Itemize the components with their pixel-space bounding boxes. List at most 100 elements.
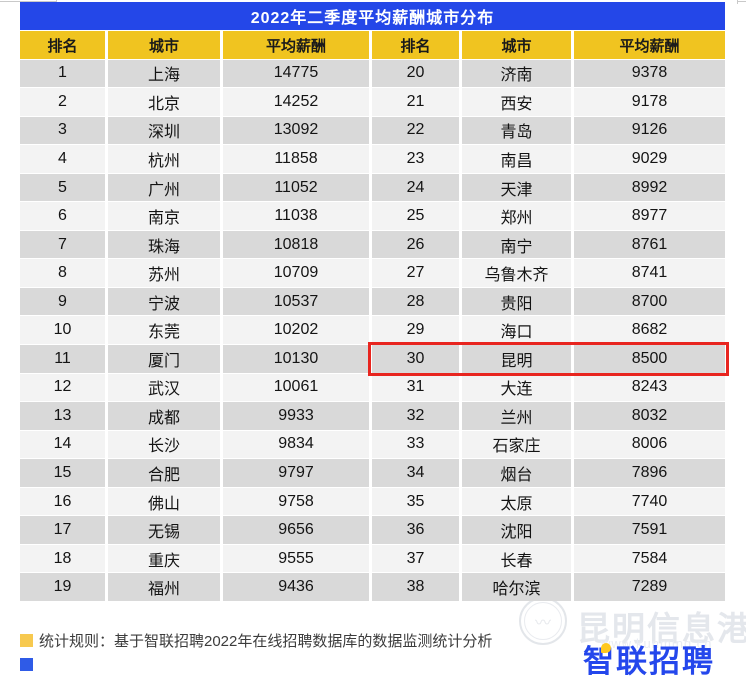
left-row-salary-cell: 13092 xyxy=(223,116,369,145)
left-row-city-cell: 上海 xyxy=(108,59,220,88)
left-row-rank-cell: 9 xyxy=(20,287,105,316)
column-header-rank-left: 排名 xyxy=(20,31,105,59)
left-row-city-cell: 武汉 xyxy=(108,373,220,402)
column-header-salary-left: 平均薪酬 xyxy=(223,31,369,59)
left-row-rank-cell: 12 xyxy=(20,373,105,402)
left-row-rank-cell: 16 xyxy=(20,487,105,516)
right-row-salary-cell: 8243 xyxy=(574,373,725,402)
left-row-salary-cell: 10202 xyxy=(223,316,369,345)
right-row-salary-cell: 9378 xyxy=(574,59,725,88)
right-row-city-cell: 南昌 xyxy=(462,145,571,173)
right-row-rank-cell: 26 xyxy=(372,230,459,259)
right-row-rank-cell: 22 xyxy=(372,116,459,145)
footnote: 统计规则：基于智联招聘2022年在线招聘数据库的数据监测统计分析 xyxy=(20,630,492,651)
right-row-rank-cell: 20 xyxy=(372,59,459,88)
left-row-city-cell: 福州 xyxy=(108,573,220,601)
right-row-rank-cell: 30 xyxy=(372,345,459,373)
column-header-city-left: 城市 xyxy=(108,31,220,59)
right-row-rank-cell: 36 xyxy=(372,516,459,544)
left-row-salary-cell: 14775 xyxy=(223,59,369,88)
right-row-city-cell: 乌鲁木齐 xyxy=(462,259,571,287)
column-header-rank-right: 排名 xyxy=(372,31,459,59)
table-grid: 排名 城市 平均薪酬 排名 城市 平均薪酬 1 上海 14775 20 济南 9378 2 北… xyxy=(20,31,725,601)
right-row-city-cell: 南宁 xyxy=(462,230,571,259)
right-row-city-cell: 烟台 xyxy=(462,459,571,487)
right-row-rank-cell: 29 xyxy=(372,316,459,345)
left-row-city-cell: 广州 xyxy=(108,173,220,202)
right-row-salary-cell: 7740 xyxy=(574,487,725,516)
left-row-city-cell: 深圳 xyxy=(108,116,220,145)
right-row-salary-cell: 7584 xyxy=(574,544,725,573)
left-row-city-cell: 长沙 xyxy=(108,430,220,459)
left-row-salary-cell: 9933 xyxy=(223,402,369,430)
right-row-city-cell: 长春 xyxy=(462,544,571,573)
right-row-city-cell: 青岛 xyxy=(462,116,571,145)
left-row-city-cell: 无锡 xyxy=(108,516,220,544)
table-title: 2022年二季度平均薪酬城市分布 xyxy=(20,2,725,30)
right-row-city-cell: 太原 xyxy=(462,487,571,516)
left-row-salary-cell: 9436 xyxy=(223,573,369,601)
watermark-site-url: www.kunming.cn xyxy=(601,636,713,651)
right-row-rank-cell: 27 xyxy=(372,259,459,287)
left-row-rank-cell: 7 xyxy=(20,230,105,259)
right-row-salary-cell: 7896 xyxy=(574,459,725,487)
left-row-rank-cell: 4 xyxy=(20,145,105,173)
right-row-city-cell: 昆明 xyxy=(462,345,571,373)
left-row-rank-cell: 11 xyxy=(20,345,105,373)
left-row-city-cell: 苏州 xyxy=(108,259,220,287)
page-edge-tick-top-right xyxy=(737,0,738,4)
left-row-rank-cell: 15 xyxy=(20,459,105,487)
right-row-salary-cell: 8032 xyxy=(574,402,725,430)
left-row-rank-cell: 8 xyxy=(20,259,105,287)
right-row-city-cell: 天津 xyxy=(462,173,571,202)
kunming-portal-emblem-inner-icon: 〰 xyxy=(524,602,562,640)
right-row-salary-cell: 8992 xyxy=(574,173,725,202)
right-row-rank-cell: 21 xyxy=(372,88,459,116)
right-row-salary-cell: 8977 xyxy=(574,202,725,230)
footnote-text: 统计规则：基于智联招聘2022年在线招聘数据库的数据监测统计分析 xyxy=(39,633,493,650)
left-row-salary-cell: 9656 xyxy=(223,516,369,544)
right-row-salary-cell: 8741 xyxy=(574,259,725,287)
left-row-rank-cell: 6 xyxy=(20,202,105,230)
right-row-city-cell: 兰州 xyxy=(462,402,571,430)
kunming-portal-emblem-icon: 〰 xyxy=(519,597,567,645)
left-row-salary-cell: 10061 xyxy=(223,373,369,402)
right-row-rank-cell: 23 xyxy=(372,145,459,173)
left-row-city-cell: 杭州 xyxy=(108,145,220,173)
left-row-city-cell: 厦门 xyxy=(108,345,220,373)
right-row-salary-cell: 8700 xyxy=(574,287,725,316)
right-row-salary-cell: 8682 xyxy=(574,316,725,345)
left-row-city-cell: 重庆 xyxy=(108,544,220,573)
right-row-rank-cell: 33 xyxy=(372,430,459,459)
salary-table: 2022年二季度平均薪酬城市分布 排名 城市 平均薪酬 排名 城市 平均薪酬 1… xyxy=(20,2,729,601)
right-row-rank-cell: 37 xyxy=(372,544,459,573)
right-row-salary-cell: 9178 xyxy=(574,88,725,116)
left-row-salary-cell: 10818 xyxy=(223,230,369,259)
right-row-rank-cell: 25 xyxy=(372,202,459,230)
left-row-salary-cell: 10709 xyxy=(223,259,369,287)
right-row-salary-cell: 9126 xyxy=(574,116,725,145)
right-row-city-cell: 贵阳 xyxy=(462,287,571,316)
left-row-salary-cell: 11052 xyxy=(223,173,369,202)
column-header-salary-right: 平均薪酬 xyxy=(574,31,725,59)
page-edge-line-top-right xyxy=(737,1,746,2)
left-row-city-cell: 宁波 xyxy=(108,287,220,316)
left-row-salary-cell: 9834 xyxy=(223,430,369,459)
right-row-city-cell: 郑州 xyxy=(462,202,571,230)
right-row-rank-cell: 28 xyxy=(372,287,459,316)
left-row-rank-cell: 18 xyxy=(20,544,105,573)
left-row-city-cell: 佛山 xyxy=(108,487,220,516)
right-row-city-cell: 济南 xyxy=(462,59,571,88)
zhaopin-logo-dot-icon xyxy=(601,643,611,653)
left-row-salary-cell: 11858 xyxy=(223,145,369,173)
right-row-city-cell: 哈尔滨 xyxy=(462,573,571,601)
right-row-salary-cell: 9029 xyxy=(574,145,725,173)
right-row-rank-cell: 35 xyxy=(372,487,459,516)
highlight-box xyxy=(368,342,729,376)
right-row-city-cell: 沈阳 xyxy=(462,516,571,544)
left-row-city-cell: 合肥 xyxy=(108,459,220,487)
left-row-rank-cell: 10 xyxy=(20,316,105,345)
right-row-salary-cell: 8761 xyxy=(574,230,725,259)
left-row-rank-cell: 3 xyxy=(20,116,105,145)
